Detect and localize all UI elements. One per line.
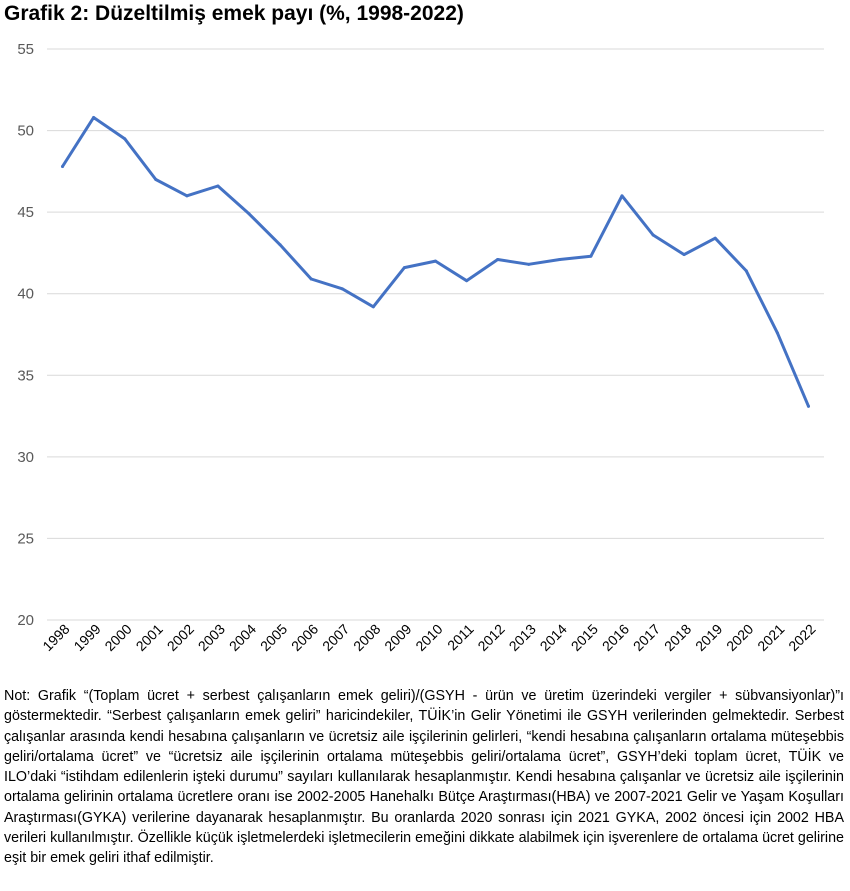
chart-title: Grafik 2: Düzeltilmiş emek payı (%, 1998…: [4, 2, 464, 25]
y-tick-label: 25: [17, 530, 34, 547]
x-tick-label: 2000: [101, 621, 134, 654]
data-point-2017: [651, 233, 655, 237]
y-tick-label: 30: [17, 449, 34, 466]
y-tick-label: 20: [17, 612, 34, 629]
data-point-2000: [123, 137, 127, 141]
x-tick-label: 2012: [474, 621, 507, 654]
x-tick-label: 2005: [257, 621, 290, 654]
x-tick-label: 2013: [506, 621, 539, 654]
data-point-2021: [775, 331, 779, 335]
data-point-2012: [496, 257, 500, 261]
y-tick-label: 55: [17, 41, 34, 58]
x-tick-label: 2007: [319, 621, 352, 654]
x-tick-label: 2016: [599, 621, 632, 654]
y-tick-label: 50: [17, 123, 34, 140]
x-tick-label: 1998: [39, 621, 72, 654]
series-layer: [61, 116, 810, 408]
data-point-2013: [527, 262, 531, 266]
x-tick-label: 2020: [723, 621, 756, 654]
y-tick-label: 40: [17, 286, 34, 303]
chart-note: Not: Grafik “(Toplam ücret + serbest çal…: [4, 688, 844, 867]
y-tick-label: 45: [17, 204, 34, 221]
y-tick-label: 35: [17, 367, 34, 384]
data-point-2008: [371, 305, 375, 309]
x-tick-label: 2022: [785, 621, 818, 654]
x-tick-label: 2010: [412, 621, 445, 654]
x-tick-label: 2017: [630, 621, 663, 654]
data-point-2016: [620, 194, 624, 198]
data-point-2018: [682, 253, 686, 257]
x-tick-label: 2009: [381, 621, 414, 654]
x-tick-label: 1999: [70, 621, 103, 654]
data-point-2009: [402, 266, 406, 270]
data-point-2007: [340, 287, 344, 291]
data-point-2002: [185, 194, 189, 198]
x-tick-label: 2021: [754, 621, 787, 654]
data-point-2003: [216, 184, 220, 188]
x-axis-ticks: 1998199920002001200220032004200520062007…: [39, 621, 818, 654]
data-point-2006: [309, 277, 313, 281]
data-point-2001: [154, 178, 158, 182]
x-tick-label: 2018: [661, 621, 694, 654]
data-point-2019: [713, 236, 717, 240]
data-point-2004: [247, 212, 251, 216]
x-tick-label: 2019: [692, 621, 725, 654]
x-tick-label: 2008: [350, 621, 383, 654]
data-point-2014: [558, 257, 562, 261]
x-tick-label: 2003: [195, 621, 228, 654]
data-point-2005: [278, 243, 282, 247]
x-tick-label: 2001: [133, 621, 166, 654]
x-tick-label: 2011: [444, 621, 477, 654]
data-point-1999: [92, 116, 96, 120]
data-point-1998: [61, 164, 65, 168]
data-point-2020: [744, 269, 748, 273]
data-point-2010: [434, 259, 437, 263]
x-tick-label: 2002: [164, 621, 197, 654]
x-tick-label: 2014: [537, 621, 570, 654]
data-point-2015: [589, 254, 593, 258]
x-tick-label: 2004: [226, 621, 259, 654]
x-tick-label: 2015: [568, 621, 601, 654]
x-tick-label: 2006: [288, 621, 321, 654]
data-point-2022: [806, 404, 810, 408]
y-axis-ticks: 20 25 30 35 40 45 50 55: [17, 41, 34, 629]
gridlines: [47, 48, 824, 621]
data-point-2011: [465, 279, 469, 283]
